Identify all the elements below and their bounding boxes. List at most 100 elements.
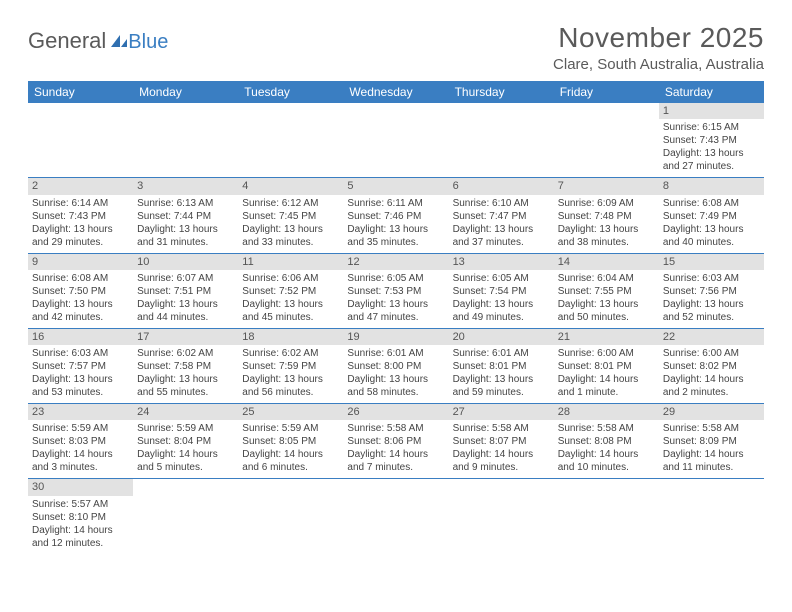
- empty-cell: [554, 479, 659, 553]
- day-cell: 11Sunrise: 6:06 AMSunset: 7:52 PMDayligh…: [238, 254, 343, 328]
- day-body: Sunrise: 6:01 AMSunset: 8:01 PMDaylight:…: [449, 345, 554, 403]
- sunset-text: Sunset: 8:03 PM: [32, 435, 129, 448]
- day-number: 12: [343, 254, 448, 270]
- day1-text: Daylight: 13 hours: [663, 223, 760, 236]
- day-number: 1: [659, 103, 764, 119]
- day-body: Sunrise: 6:04 AMSunset: 7:55 PMDaylight:…: [554, 270, 659, 328]
- day-cell: 22Sunrise: 6:00 AMSunset: 8:02 PMDayligh…: [659, 329, 764, 403]
- day-number: 10: [133, 254, 238, 270]
- day2-text: and 11 minutes.: [663, 461, 760, 474]
- day-body: Sunrise: 5:57 AMSunset: 8:10 PMDaylight:…: [28, 496, 133, 554]
- day-of-week-header-row: SundayMondayTuesdayWednesdayThursdayFrid…: [28, 81, 764, 103]
- sunrise-text: Sunrise: 6:08 AM: [32, 272, 129, 285]
- day-number: 11: [238, 254, 343, 270]
- day1-text: Daylight: 13 hours: [558, 298, 655, 311]
- day-cell: 14Sunrise: 6:04 AMSunset: 7:55 PMDayligh…: [554, 254, 659, 328]
- sunset-text: Sunset: 7:53 PM: [347, 285, 444, 298]
- week-row: 30Sunrise: 5:57 AMSunset: 8:10 PMDayligh…: [28, 479, 764, 553]
- day-cell: 12Sunrise: 6:05 AMSunset: 7:53 PMDayligh…: [343, 254, 448, 328]
- sunrise-text: Sunrise: 6:01 AM: [453, 347, 550, 360]
- day-of-week-header: Wednesday: [343, 81, 448, 103]
- day-number: 18: [238, 329, 343, 345]
- day2-text: and 3 minutes.: [32, 461, 129, 474]
- day-body: Sunrise: 6:03 AMSunset: 7:56 PMDaylight:…: [659, 270, 764, 328]
- day2-text: and 9 minutes.: [453, 461, 550, 474]
- day-cell: 26Sunrise: 5:58 AMSunset: 8:06 PMDayligh…: [343, 404, 448, 478]
- day2-text: and 38 minutes.: [558, 236, 655, 249]
- sunset-text: Sunset: 7:59 PM: [242, 360, 339, 373]
- week-row: 2Sunrise: 6:14 AMSunset: 7:43 PMDaylight…: [28, 178, 764, 253]
- day-number: 15: [659, 254, 764, 270]
- sunset-text: Sunset: 7:50 PM: [32, 285, 129, 298]
- day2-text: and 52 minutes.: [663, 311, 760, 324]
- day2-text: and 47 minutes.: [347, 311, 444, 324]
- week-row: 23Sunrise: 5:59 AMSunset: 8:03 PMDayligh…: [28, 404, 764, 479]
- day-number: 26: [343, 404, 448, 420]
- day-cell: 9Sunrise: 6:08 AMSunset: 7:50 PMDaylight…: [28, 254, 133, 328]
- day-body: Sunrise: 6:11 AMSunset: 7:46 PMDaylight:…: [343, 195, 448, 253]
- empty-cell: [554, 103, 659, 177]
- sunrise-text: Sunrise: 5:59 AM: [137, 422, 234, 435]
- sunset-text: Sunset: 8:08 PM: [558, 435, 655, 448]
- sunrise-text: Sunrise: 5:58 AM: [663, 422, 760, 435]
- day2-text: and 56 minutes.: [242, 386, 339, 399]
- day-of-week-header: Thursday: [449, 81, 554, 103]
- day-cell: 15Sunrise: 6:03 AMSunset: 7:56 PMDayligh…: [659, 254, 764, 328]
- day1-text: Daylight: 13 hours: [242, 298, 339, 311]
- logo-text-blue: Blue: [128, 31, 168, 54]
- day1-text: Daylight: 13 hours: [663, 298, 760, 311]
- day-cell: 25Sunrise: 5:59 AMSunset: 8:05 PMDayligh…: [238, 404, 343, 478]
- day-body: Sunrise: 5:58 AMSunset: 8:09 PMDaylight:…: [659, 420, 764, 478]
- day1-text: Daylight: 13 hours: [453, 223, 550, 236]
- day2-text: and 27 minutes.: [663, 160, 760, 173]
- day-cell: 10Sunrise: 6:07 AMSunset: 7:51 PMDayligh…: [133, 254, 238, 328]
- header: General Blue November 2025 Clare, South …: [28, 22, 764, 73]
- day-cell: 3Sunrise: 6:13 AMSunset: 7:44 PMDaylight…: [133, 178, 238, 252]
- day-number: 23: [28, 404, 133, 420]
- day-body: Sunrise: 6:09 AMSunset: 7:48 PMDaylight:…: [554, 195, 659, 253]
- sunrise-text: Sunrise: 6:02 AM: [137, 347, 234, 360]
- day2-text: and 35 minutes.: [347, 236, 444, 249]
- day1-text: Daylight: 14 hours: [663, 448, 760, 461]
- day1-text: Daylight: 14 hours: [32, 448, 129, 461]
- sunset-text: Sunset: 7:54 PM: [453, 285, 550, 298]
- sunrise-text: Sunrise: 6:09 AM: [558, 197, 655, 210]
- day-cell: 2Sunrise: 6:14 AMSunset: 7:43 PMDaylight…: [28, 178, 133, 252]
- day-of-week-header: Monday: [133, 81, 238, 103]
- day2-text: and 40 minutes.: [663, 236, 760, 249]
- empty-cell: [343, 479, 448, 553]
- day-body: Sunrise: 6:05 AMSunset: 7:54 PMDaylight:…: [449, 270, 554, 328]
- day-cell: 29Sunrise: 5:58 AMSunset: 8:09 PMDayligh…: [659, 404, 764, 478]
- day-cell: 6Sunrise: 6:10 AMSunset: 7:47 PMDaylight…: [449, 178, 554, 252]
- day-cell: 28Sunrise: 5:58 AMSunset: 8:08 PMDayligh…: [554, 404, 659, 478]
- day1-text: Daylight: 14 hours: [32, 524, 129, 537]
- sunset-text: Sunset: 7:48 PM: [558, 210, 655, 223]
- sunset-text: Sunset: 8:00 PM: [347, 360, 444, 373]
- day-number: 24: [133, 404, 238, 420]
- day-of-week-header: Friday: [554, 81, 659, 103]
- day-body: Sunrise: 6:13 AMSunset: 7:44 PMDaylight:…: [133, 195, 238, 253]
- day-cell: 23Sunrise: 5:59 AMSunset: 8:03 PMDayligh…: [28, 404, 133, 478]
- day2-text: and 12 minutes.: [32, 537, 129, 550]
- sunrise-text: Sunrise: 6:07 AM: [137, 272, 234, 285]
- day-number: 8: [659, 178, 764, 194]
- sunset-text: Sunset: 7:51 PM: [137, 285, 234, 298]
- day2-text: and 37 minutes.: [453, 236, 550, 249]
- week-row: 9Sunrise: 6:08 AMSunset: 7:50 PMDaylight…: [28, 254, 764, 329]
- sunset-text: Sunset: 7:58 PM: [137, 360, 234, 373]
- sunrise-text: Sunrise: 6:08 AM: [663, 197, 760, 210]
- day-body: Sunrise: 5:58 AMSunset: 8:08 PMDaylight:…: [554, 420, 659, 478]
- empty-cell: [133, 479, 238, 553]
- day2-text: and 58 minutes.: [347, 386, 444, 399]
- week-row: 16Sunrise: 6:03 AMSunset: 7:57 PMDayligh…: [28, 329, 764, 404]
- day1-text: Daylight: 14 hours: [558, 448, 655, 461]
- day-cell: 24Sunrise: 5:59 AMSunset: 8:04 PMDayligh…: [133, 404, 238, 478]
- day-number: 13: [449, 254, 554, 270]
- sunset-text: Sunset: 7:52 PM: [242, 285, 339, 298]
- sunset-text: Sunset: 7:46 PM: [347, 210, 444, 223]
- day-cell: 19Sunrise: 6:01 AMSunset: 8:00 PMDayligh…: [343, 329, 448, 403]
- day-cell: 27Sunrise: 5:58 AMSunset: 8:07 PMDayligh…: [449, 404, 554, 478]
- empty-cell: [238, 103, 343, 177]
- empty-cell: [659, 479, 764, 553]
- day-cell: 17Sunrise: 6:02 AMSunset: 7:58 PMDayligh…: [133, 329, 238, 403]
